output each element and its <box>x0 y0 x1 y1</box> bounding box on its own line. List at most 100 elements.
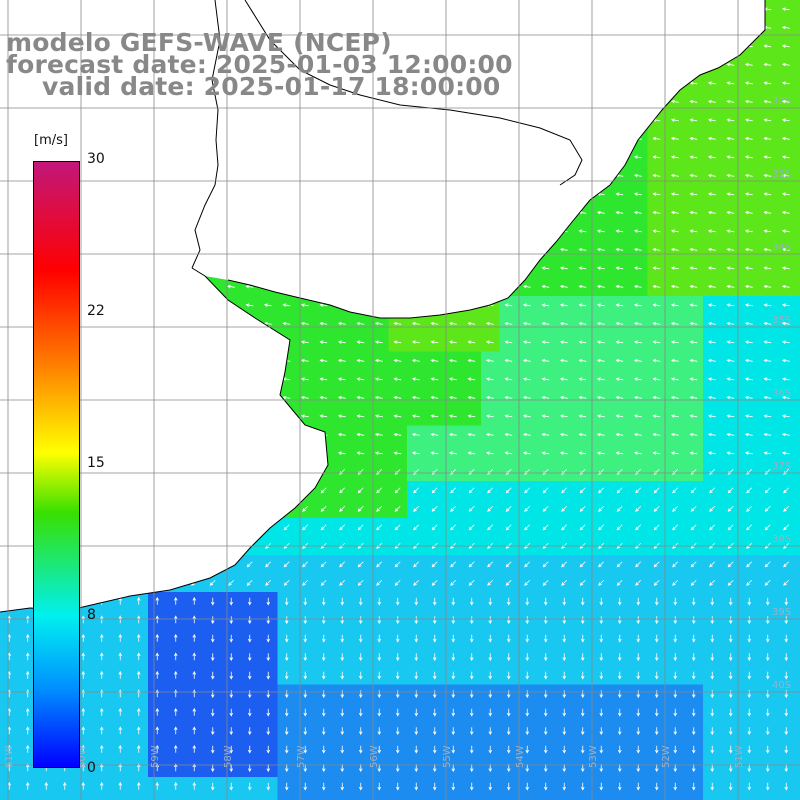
wind-arrow <box>522 303 531 307</box>
wind-arrow <box>340 634 345 643</box>
wind-arrow <box>596 266 605 270</box>
wind-cell <box>795 592 800 612</box>
wind-cell <box>518 795 538 800</box>
wind-arrow <box>356 358 365 363</box>
wind-cell <box>333 462 353 482</box>
wind-arrow <box>784 671 789 680</box>
wind-arrow <box>210 671 215 680</box>
wind-arrow <box>118 781 123 790</box>
wind-arrow <box>321 782 326 791</box>
wind-arrow <box>376 524 383 531</box>
wind-arrow <box>99 615 104 624</box>
wind-arrow <box>616 524 623 531</box>
wind-arrow <box>339 524 346 531</box>
wind-cell <box>629 555 649 575</box>
wind-arrow <box>488 653 493 662</box>
wind-arrow <box>744 340 753 344</box>
wind-arrow <box>783 524 790 531</box>
wind-arrow <box>673 764 678 773</box>
latitude-labels: 32S 33S 34S 35S 36S 37S 38S 39S 40S <box>772 96 791 691</box>
wind-arrow <box>636 597 641 606</box>
wind-arrow <box>783 505 790 512</box>
wind-arrow <box>635 487 642 494</box>
wind-arrow <box>562 690 567 699</box>
wind-arrow <box>616 505 623 512</box>
wind-arrow <box>765 727 770 736</box>
wind-arrow <box>451 764 456 773</box>
wind-arrow <box>504 432 513 437</box>
wind-arrow <box>413 561 420 568</box>
wind-arrow <box>284 782 289 791</box>
wind-arrow <box>303 690 308 699</box>
wind-arrow <box>81 615 86 624</box>
wind-arrow <box>155 633 160 642</box>
wind-arrow <box>672 505 679 512</box>
wind-arrow <box>118 652 123 661</box>
wind-arrow <box>726 321 735 326</box>
wind-arrow <box>728 653 733 662</box>
wind-arrow <box>263 303 272 307</box>
wind-cell <box>499 573 519 593</box>
wind-arrow <box>303 745 308 754</box>
wind-cell <box>536 481 556 501</box>
wind-cell <box>703 462 723 482</box>
wind-cell <box>629 462 649 482</box>
wind-arrow <box>746 505 753 512</box>
wind-arrow <box>300 358 309 363</box>
wind-arrow <box>522 321 531 326</box>
wind-cell <box>388 499 408 519</box>
wind-arrow <box>358 671 363 680</box>
wind-arrow <box>263 321 272 326</box>
wind-arrow <box>247 616 252 625</box>
wind-arrow <box>377 671 382 680</box>
wind-cell <box>703 795 723 800</box>
wind-arrow <box>525 671 530 680</box>
wind-arrow <box>81 670 86 679</box>
wind-arrow <box>728 671 733 680</box>
wind-arrow <box>636 727 641 736</box>
wind-cell <box>111 795 131 800</box>
wind-cell <box>647 499 667 519</box>
wind-arrow <box>763 395 772 400</box>
wind-arrow <box>337 451 346 455</box>
wind-arrow <box>430 377 439 381</box>
wind-arrow <box>488 708 493 717</box>
wind-arrow <box>710 782 715 791</box>
wind-arrow <box>247 671 252 680</box>
wind-cell <box>296 518 316 538</box>
wind-arrow <box>636 708 641 717</box>
wind-arrow <box>670 136 679 141</box>
wind-cell <box>185 795 205 800</box>
wind-arrow <box>615 192 624 196</box>
wind-arrow <box>431 524 438 531</box>
wind-arrow <box>615 210 624 215</box>
wind-arrow <box>321 616 326 625</box>
wind-arrow <box>541 340 550 344</box>
wind-arrow <box>763 266 772 270</box>
wind-arrow <box>670 229 679 233</box>
wind-arrow <box>615 266 624 270</box>
wind-arrow <box>690 487 697 494</box>
wind-arrow <box>155 726 160 735</box>
wind-arrow <box>763 284 772 289</box>
wind-arrow <box>414 634 419 643</box>
wind-arrow <box>321 727 326 736</box>
wind-arrow <box>357 505 364 512</box>
wind-cell <box>666 555 686 575</box>
wind-arrow <box>709 524 716 531</box>
wind-arrow <box>747 782 752 791</box>
wind-cell <box>388 518 408 538</box>
wind-arrow <box>615 451 624 455</box>
wind-arrow <box>617 671 622 680</box>
wind-arrow <box>710 727 715 736</box>
wind-cell <box>407 462 427 482</box>
wind-arrow <box>691 782 696 791</box>
wind-arrow <box>525 708 530 717</box>
wind-cell <box>462 499 482 519</box>
wind-arrow <box>522 395 531 400</box>
wind-arrow <box>672 524 679 531</box>
wind-arrow <box>615 432 624 437</box>
wind-arrow <box>747 597 752 606</box>
wind-arrow <box>488 634 493 643</box>
wind-arrow <box>430 358 439 363</box>
